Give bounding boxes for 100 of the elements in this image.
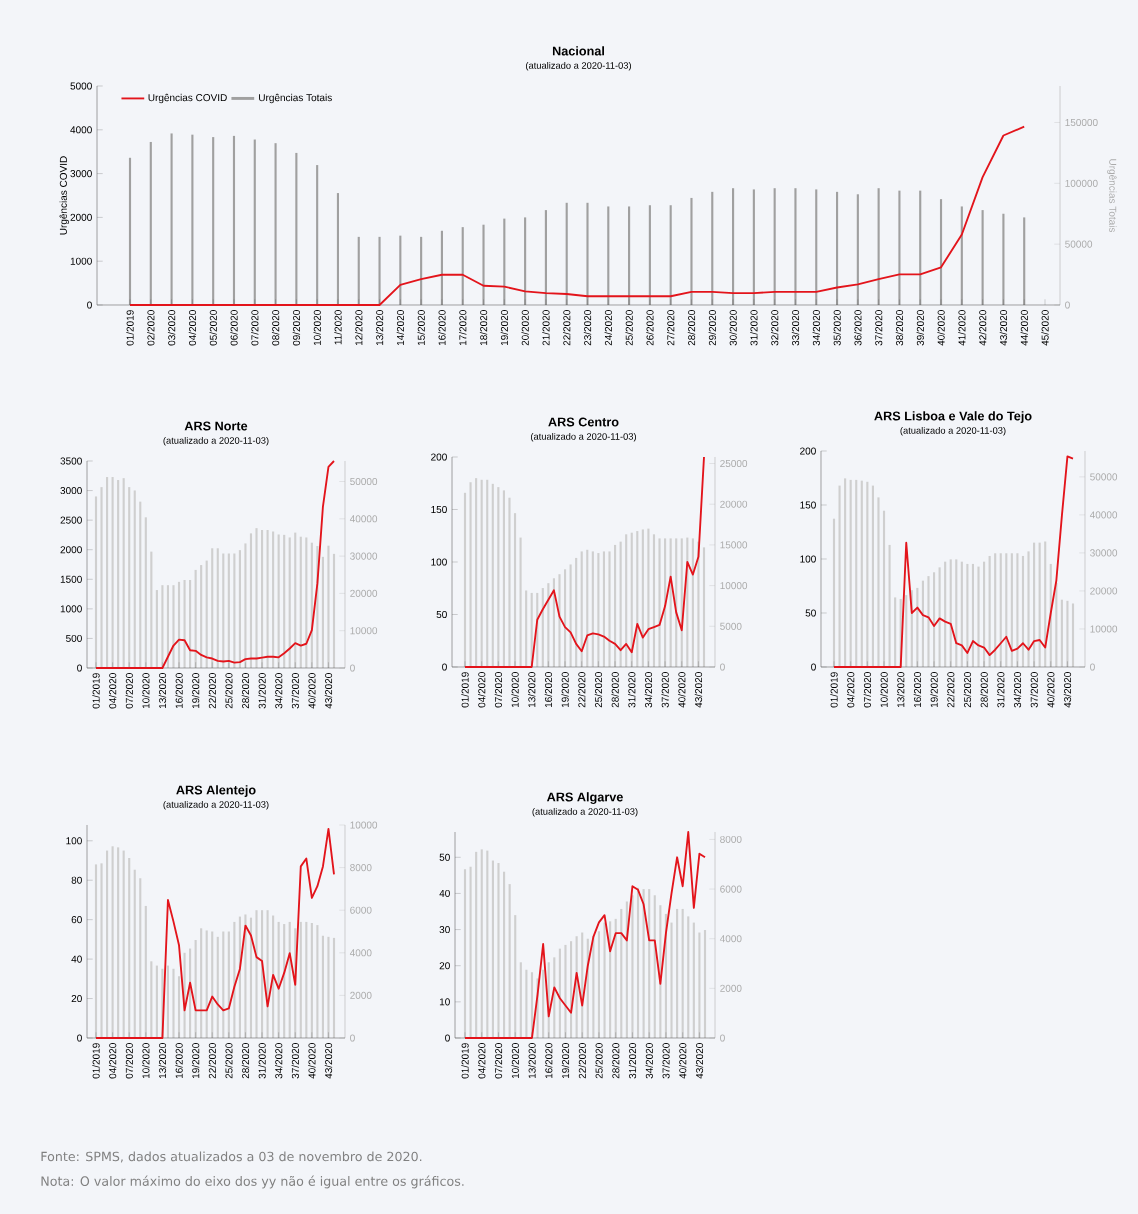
bar (586, 202, 589, 305)
bar (703, 930, 707, 1038)
bar (200, 928, 203, 1038)
bar (332, 937, 336, 1038)
y2-tick-label: 20000 (720, 500, 748, 508)
bar (519, 962, 522, 1038)
bar (988, 555, 991, 667)
bar (844, 478, 847, 667)
x-tick-label: 37/2020 (1030, 672, 1038, 708)
x-tick-label: 04/2020 (188, 310, 197, 346)
bar (482, 224, 485, 305)
y2-tick-label: 50000 (350, 477, 378, 486)
x-tick-label: 43/2020 (324, 673, 333, 709)
x-tick-label: 28/2020 (687, 310, 696, 346)
x-tick-label: 16/2020 (175, 1043, 183, 1079)
bar (155, 590, 158, 668)
bar (619, 541, 622, 667)
x-tick-label: 25/2020 (225, 673, 233, 709)
x-tick-label: 02/2020 (147, 310, 155, 346)
bar (542, 969, 545, 1038)
y-tick-label: 30 (439, 926, 450, 934)
bar (166, 965, 170, 1038)
y2-tick-label: 0 (1065, 301, 1070, 309)
bar (871, 485, 874, 667)
x-tick-label: 28/2020 (980, 672, 988, 708)
bar (687, 916, 690, 1038)
x-tick-label: 19/2020 (191, 673, 200, 709)
x-tick-label: 22/2020 (208, 673, 216, 709)
x-tick-label: 16/2020 (545, 1043, 553, 1079)
y2-tick-label: 100000 (1065, 179, 1098, 187)
x-tick-label: 06/2020 (230, 310, 238, 346)
x-tick-label: 10/2020 (511, 672, 519, 708)
x-tick-label: 31/2020 (628, 1043, 637, 1079)
x-tick-label: 25/2020 (625, 310, 633, 346)
bar (1023, 217, 1026, 305)
y-tick-label: 0 (442, 663, 447, 671)
bar (222, 553, 225, 668)
bar (508, 497, 511, 667)
bar (128, 487, 131, 668)
x-tick-label: 16/2020 (438, 310, 446, 346)
x-tick-label: 32/2020 (771, 310, 779, 346)
bar (794, 188, 797, 305)
y-tick-label: 20 (439, 962, 450, 970)
x-tick-label: 41/2020 (958, 310, 966, 346)
y-tick-label: 0 (445, 1034, 450, 1042)
x-tick-label: 27/2020 (667, 310, 675, 346)
x-tick-label: 25/2020 (225, 1043, 233, 1079)
y2-tick-label: 5000 (720, 622, 742, 630)
bar (569, 564, 572, 667)
bar (525, 590, 528, 667)
bar (1010, 553, 1013, 667)
bar (475, 851, 478, 1038)
bar (676, 908, 679, 1038)
x-tick-label: 22/2020 (578, 672, 586, 708)
bar (299, 536, 302, 668)
x-tick-label: 19/2020 (561, 1043, 570, 1079)
y2-tick-label: 6000 (720, 885, 742, 893)
bar (636, 887, 640, 1038)
text: Nota: O valor máximo do eixo dos yy não é igual entre os gráficos. (41, 1175, 464, 1189)
bar (211, 548, 214, 668)
y-tick-label: 10 (439, 998, 450, 1006)
bar (486, 850, 489, 1038)
bar (378, 236, 381, 305)
x-tick-label: 04/2020 (108, 1043, 117, 1079)
x-tick-label: 01/2019 (126, 310, 134, 346)
bar (244, 914, 247, 1038)
bar (631, 895, 634, 1038)
y2-tick-label: 15000 (720, 541, 748, 549)
y-tick-label: 1000 (60, 605, 82, 613)
bar (921, 580, 924, 667)
bar (255, 910, 258, 1038)
y2-tick-label: 20000 (350, 589, 378, 597)
y-tick-label: 3500 (60, 457, 82, 465)
bar (100, 863, 103, 1038)
x-tick-label: 35/2020 (833, 310, 841, 346)
y2-tick-label: 4000 (349, 949, 372, 957)
y2-axis-title: Urgências Totais (1107, 159, 1117, 233)
source-note: Fonte: SPMS, dados atualizados a 03 de novembro de 2020. (41, 1151, 422, 1163)
y2-tick-label: 40000 (1089, 511, 1118, 519)
bar (691, 538, 694, 667)
x-tick-label: 31/2020 (258, 673, 266, 709)
x-tick-label: 19/2020 (500, 310, 508, 346)
x-tick-label: 40/2020 (679, 1043, 687, 1079)
chart-title: ARS Algarve (546, 792, 623, 805)
bar (106, 477, 109, 668)
x-tick-label: 14/2020 (396, 310, 405, 346)
x-tick-label: 31/2020 (258, 1043, 266, 1079)
x-tick-label: 29/2020 (708, 310, 716, 346)
bar (106, 850, 109, 1038)
bar (690, 197, 693, 305)
bar (139, 501, 142, 668)
bar (316, 165, 319, 305)
y-tick-label: 0 (811, 663, 816, 671)
bar (200, 565, 203, 668)
y2-tick-label: 10000 (1090, 625, 1118, 633)
x-tick-label: 34/2020 (645, 1043, 653, 1079)
x-tick-label: 37/2020 (661, 672, 669, 708)
x-tick-label: 13/2020 (528, 672, 536, 708)
y2-tick-label: 0 (720, 663, 725, 671)
x-tick-label: 11/2020 (334, 310, 342, 345)
